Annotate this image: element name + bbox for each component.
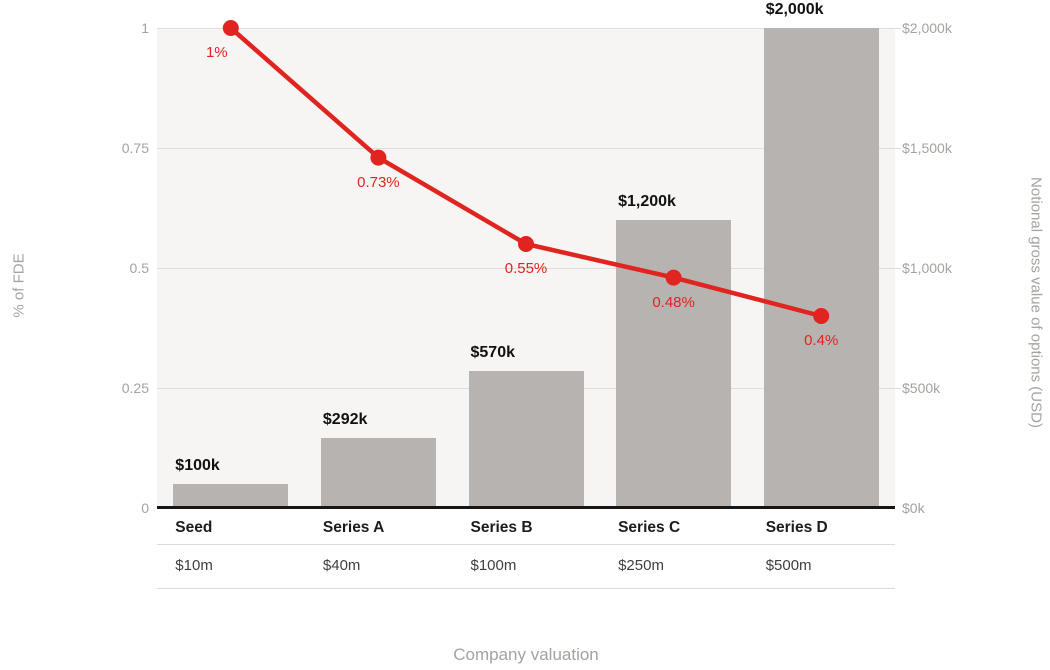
left-axis-tick: 0.75	[121, 140, 149, 156]
valuation-label: $500m	[765, 557, 812, 574]
bar-Seed	[173, 484, 289, 508]
line-value-label: 0.48%	[652, 293, 695, 311]
left-axis-tick: 0.5	[129, 260, 149, 276]
bar-value-label: $570k	[470, 344, 516, 362]
left-axis-tick: 1	[141, 20, 149, 36]
category-label: Series D	[765, 519, 828, 536]
line-value-label: 0.55%	[504, 260, 548, 277]
valuation-label: $10m	[175, 557, 213, 574]
category-label: Series B	[470, 519, 533, 536]
line-value-label: 0.73%	[357, 173, 400, 191]
row-divider-top	[157, 544, 895, 545]
right-axis-title: Notional gross value of options (USD)	[1027, 177, 1045, 428]
x-axis-baseline	[157, 506, 895, 509]
x-axis-title: Company valuation	[453, 645, 599, 664]
row-divider-bottom	[157, 588, 895, 589]
category-label: Series A	[322, 519, 385, 536]
bar-Series D	[763, 28, 879, 508]
bar-value-label: $100k	[175, 457, 220, 474]
left-axis-tick: 0	[141, 500, 149, 516]
bar-value-label: $292k	[322, 410, 368, 428]
bar-Series B	[468, 371, 584, 508]
bar-Series A	[320, 437, 436, 508]
right-axis-tick: $1,500k	[902, 140, 952, 156]
line-value-label: 1%	[205, 44, 228, 61]
bar-value-label: $1,200k	[618, 193, 676, 210]
bar-value-label: $2,000k	[765, 1, 824, 18]
category-label: Series C	[618, 519, 681, 536]
right-axis-tick: $1,000k	[902, 260, 952, 276]
line-value-label: 0.4%	[804, 332, 839, 349]
valuation-label: $40m	[322, 557, 361, 574]
right-axis-tick: $0k	[902, 500, 925, 516]
right-axis-tick: $500k	[902, 380, 941, 396]
valuation-label: $100m	[470, 557, 517, 574]
left-axis-tick: 0.25	[121, 380, 149, 396]
bar-Series C	[616, 220, 732, 508]
category-label: Seed	[175, 519, 213, 536]
left-axis-title: % of FDE	[10, 253, 28, 318]
right-axis-tick: $2,000k	[902, 20, 952, 36]
valuation-label: $250m	[618, 557, 664, 574]
